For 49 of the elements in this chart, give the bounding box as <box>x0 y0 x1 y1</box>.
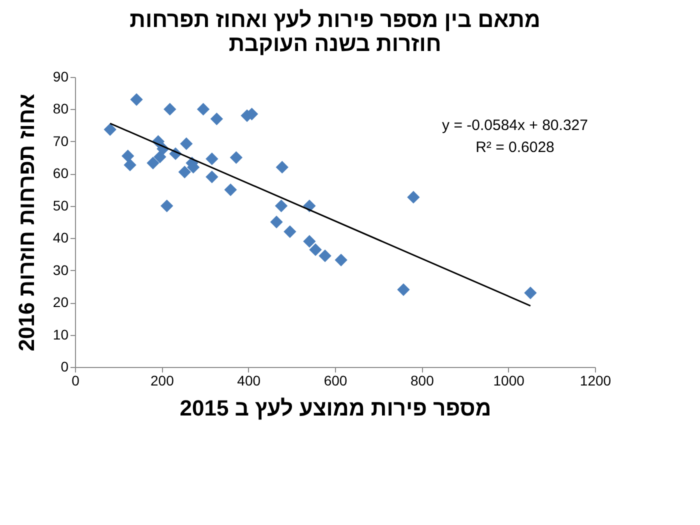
y-tick-label: 80 <box>52 100 69 117</box>
chart-title: מתאם בין מספר פירות לעץ ואחוז תפרחות חוזרות בשנה העוקבת <box>130 7 540 56</box>
point <box>154 150 166 164</box>
point <box>160 200 174 212</box>
x-tick-label: 800 <box>410 372 434 388</box>
x-tick-label: 600 <box>324 372 348 388</box>
y-tick-label: 20 <box>52 294 69 310</box>
point <box>196 102 210 116</box>
point <box>303 235 316 248</box>
point <box>206 170 218 184</box>
annotation: y = -0.0584x + 80.327 <box>442 117 588 134</box>
annotation: R² = 0.6028 <box>476 139 554 156</box>
point <box>318 250 332 262</box>
point <box>397 283 410 296</box>
point <box>178 166 191 178</box>
point <box>270 216 283 228</box>
point <box>210 112 224 126</box>
point <box>230 151 243 164</box>
x-tick-label: 1000 <box>493 372 525 388</box>
point <box>104 123 116 136</box>
x-tick-label: 200 <box>150 372 174 388</box>
y-tick-label: 70 <box>52 132 69 149</box>
x-axis-title: מספר פירות ממוצע לעץ ב 2015 <box>180 396 492 420</box>
y-tick-label: 40 <box>52 230 69 246</box>
y-tick-label: 60 <box>52 165 69 182</box>
point <box>309 243 322 256</box>
y-tick-label: 90 <box>52 68 69 84</box>
point <box>130 93 143 106</box>
point <box>524 286 537 300</box>
point <box>122 150 134 162</box>
point <box>180 137 193 150</box>
point <box>124 158 136 172</box>
point <box>274 200 288 212</box>
point <box>146 156 160 170</box>
point <box>164 102 176 116</box>
point <box>334 254 348 266</box>
point <box>276 160 288 174</box>
y-tick-label: 30 <box>52 262 69 278</box>
point <box>224 183 237 196</box>
y-tick-label: 50 <box>52 197 69 214</box>
x-tick-label: 400 <box>237 372 261 388</box>
x-tick-label: 0 <box>72 372 80 388</box>
y-tick-label: 10 <box>52 326 69 342</box>
y-axis-title: אחוז תפרחות חוזרות 2016 <box>14 94 39 352</box>
y-tick-label: 0 <box>60 358 69 374</box>
point <box>407 190 420 204</box>
point <box>206 152 218 166</box>
x-tick-label: 1200 <box>580 372 612 388</box>
point <box>284 225 296 238</box>
